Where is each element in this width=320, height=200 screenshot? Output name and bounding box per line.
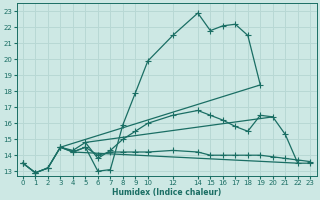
X-axis label: Humidex (Indice chaleur): Humidex (Indice chaleur): [112, 188, 221, 197]
